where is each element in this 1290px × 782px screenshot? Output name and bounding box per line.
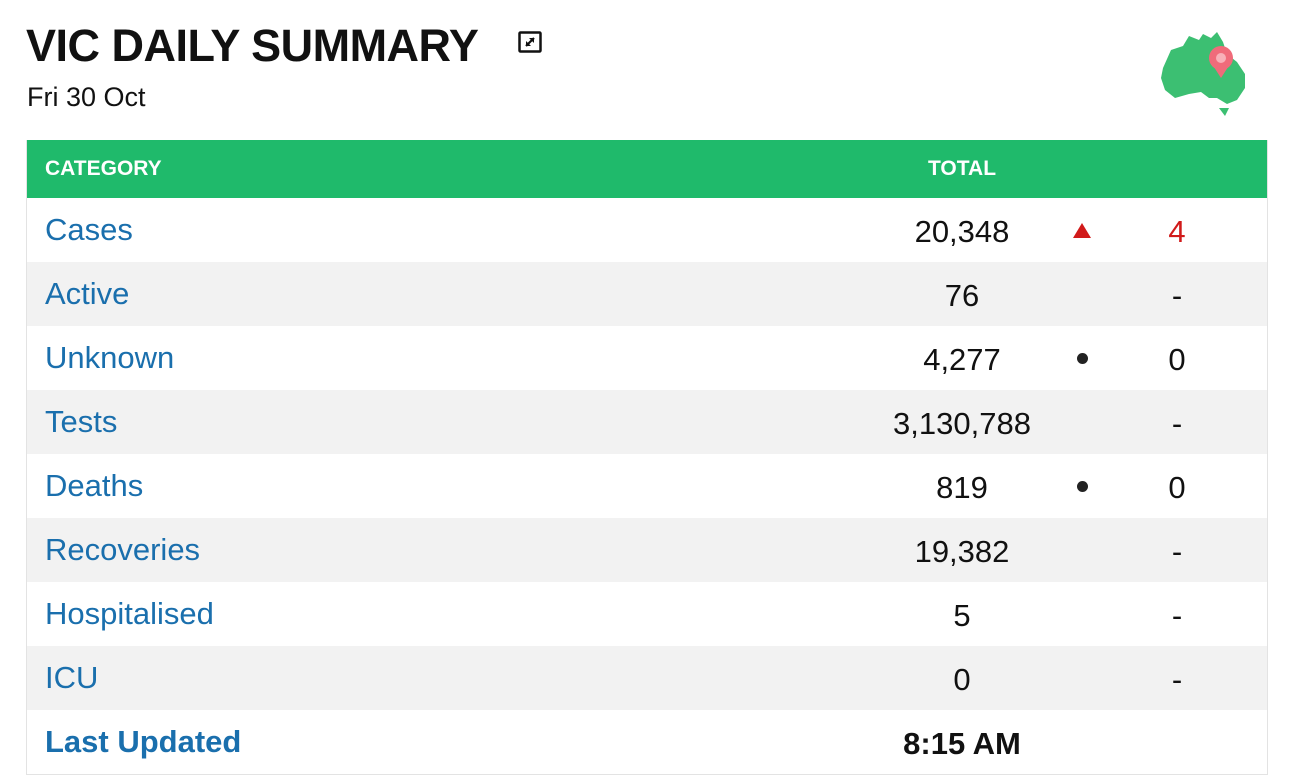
category-link[interactable]: Cases: [45, 212, 133, 247]
change-value: -: [1171, 598, 1183, 633]
category-link[interactable]: ICU: [45, 660, 99, 695]
change-value: 4: [1168, 214, 1186, 249]
change-value: -: [1171, 662, 1183, 697]
change-value: 0: [1168, 342, 1186, 377]
table-row-deaths: Deaths 819 0: [27, 454, 1267, 518]
table-row-recoveries: Recoveries 19,382 -: [27, 518, 1267, 582]
total-value: 3,130,788: [893, 406, 1031, 441]
category-link[interactable]: Recoveries: [45, 532, 201, 567]
table-row-cases: Cases 20,348 4: [27, 198, 1267, 262]
column-header-category: CATEGORY: [45, 157, 162, 180]
table-row-last-updated: Last Updated 8:15 AM: [27, 710, 1267, 774]
table-header: CATEGORY TOTAL: [27, 140, 1267, 198]
total-value: 76: [944, 278, 980, 313]
expand-icon[interactable]: [518, 31, 542, 53]
total-value: 4,277: [923, 342, 1001, 377]
summary-table: CATEGORY TOTAL Cases 20,348 4 Active 76 - Unkn…: [26, 140, 1268, 775]
column-header-total-label: TOTAL: [927, 157, 997, 180]
table-row-unknown: Unknown 4,277 0: [27, 326, 1267, 390]
table-row-icu: ICU 0 -: [27, 646, 1267, 710]
page-title: VIC DAILY SUMMARY: [26, 20, 479, 71]
table-row-tests: Tests 3,130,788 -: [27, 390, 1267, 454]
change-indicator: [1067, 454, 1097, 518]
table-row-active: Active 76 -: [27, 262, 1267, 326]
table-row-hospitalised: Hospitalised 5 -: [27, 582, 1267, 646]
total-value: 19,382: [914, 534, 1010, 569]
change-indicator: [1067, 198, 1097, 262]
total-value: 819: [936, 470, 988, 505]
no-change-dot-icon: [1076, 480, 1088, 492]
change-value: -: [1171, 534, 1183, 569]
change-indicator: [1067, 390, 1097, 454]
total-value: 0: [953, 662, 971, 697]
category-link[interactable]: Tests: [45, 404, 118, 439]
australia-map-pin-icon: [1161, 32, 1245, 116]
total-value: 5: [953, 598, 971, 633]
change-indicator: [1067, 326, 1097, 390]
change-indicator: [1067, 518, 1097, 582]
table-body: Cases 20,348 4 Active 76 - Unknown 4,277 0 Tests 3…: [27, 198, 1267, 774]
date-label: Fri 30 Oct: [27, 82, 146, 112]
change-indicator: [1067, 646, 1097, 710]
category-link[interactable]: Unknown: [45, 340, 175, 375]
last-updated-link[interactable]: Last Updated: [45, 724, 242, 759]
change-value: -: [1171, 278, 1183, 313]
category-link[interactable]: Active: [45, 276, 130, 311]
change-value: -: [1171, 406, 1183, 441]
change-indicator: [1067, 582, 1097, 646]
category-link[interactable]: Hospitalised: [45, 596, 214, 631]
last-updated-value: 8:15 AM: [903, 726, 1021, 761]
category-link[interactable]: Deaths: [45, 468, 144, 503]
change-indicator: [1067, 262, 1097, 326]
total-value: 20,348: [914, 214, 1010, 249]
change-value: 0: [1168, 470, 1186, 505]
increase-arrow-icon: [1073, 222, 1091, 238]
no-change-dot-icon: [1076, 352, 1088, 364]
